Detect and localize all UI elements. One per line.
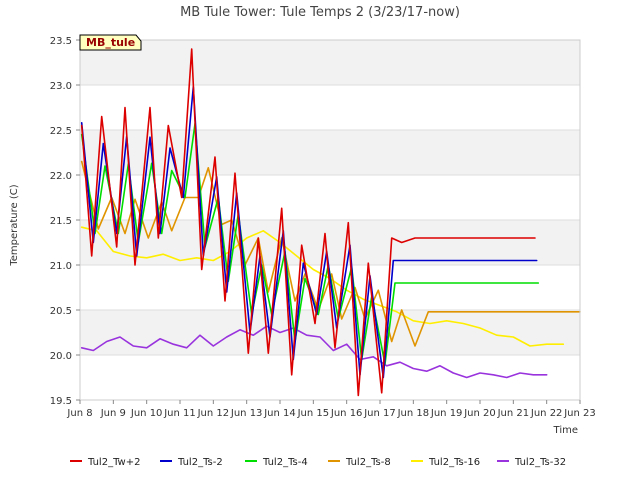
series-line-tul2-ts-8	[80, 160, 581, 347]
x-tick-label: Jun 18	[397, 408, 430, 419]
series-line-tul2-tw-2	[80, 48, 536, 397]
legend: Tul2_Tw+2 Tul2_Ts-2 Tul2_Ts-4 Tul2_Ts-8 Tul2…	[70, 457, 566, 468]
legend-label: Tul2_Ts-8	[345, 457, 391, 468]
site-label: MB_tule	[86, 36, 135, 49]
series-line-tul2-ts-16	[80, 226, 565, 347]
plot-band	[80, 130, 580, 175]
x-axis-ticks: Jun 8 Jun 9 Jun 10 Jun 11 Jun 12 Jun 13 Jun 14…	[66, 400, 596, 419]
plot-band	[80, 220, 580, 265]
x-tick-label: Jun 19	[430, 408, 463, 419]
x-tick-label: Jun 13	[230, 408, 263, 419]
x-tick-label: Jun 15	[297, 408, 330, 419]
plot-background	[80, 40, 580, 400]
plot-band	[80, 85, 580, 130]
x-tick-label: Jun 12	[197, 408, 230, 419]
y-tick-label: 19.5	[50, 396, 72, 407]
legend-label: Tul2_Ts-4	[262, 457, 308, 468]
y-tick-label: 23.0	[50, 81, 72, 92]
y-tick-label: 22.0	[50, 171, 72, 182]
site-label-badge: MB_tule	[79, 34, 142, 51]
y-axis-label: Temperature (C)	[9, 184, 20, 266]
legend-label: Tul2_Tw+2	[87, 457, 140, 468]
y-tick-label: 22.5	[50, 126, 72, 137]
x-tick-label: Jun 14	[263, 408, 296, 419]
legend-label: Tul2_Ts-32	[514, 457, 566, 468]
y-tick-label: 21.5	[50, 216, 72, 227]
y-tick-label: 23.5	[50, 36, 72, 47]
x-tick-label: Jun 22	[530, 408, 563, 419]
y-tick-label: 20.0	[50, 351, 72, 362]
series-line-tul2-ts-2	[80, 86, 538, 379]
x-tick-label: Jun 16	[330, 408, 363, 419]
x-tick-label: Jun 21	[497, 408, 530, 419]
y-axis-ticks: 19.5 20.0 20.5 21.0 21.5 22.0 22.5 23.0 23.5	[50, 36, 80, 407]
x-tick-label: Jun 17	[363, 408, 396, 419]
plot-band	[80, 40, 580, 85]
series-layer	[80, 48, 581, 397]
x-tick-label: Jun 23	[563, 408, 596, 419]
x-tick-label: Jun 9	[100, 408, 126, 419]
x-tick-label: Jun 20	[463, 408, 496, 419]
legend-label: Tul2_Ts-2	[177, 457, 223, 468]
series-line-tul2-ts-32	[80, 325, 548, 379]
chart-title: MB Tule Tower: Tule Temps 2 (3/23/17-now…	[180, 5, 460, 20]
x-axis-label: Time	[553, 425, 578, 436]
x-tick-label: Jun 8	[66, 408, 92, 419]
x-tick-label: Jun 11	[163, 408, 196, 419]
plot-band	[80, 355, 580, 400]
y-tick-label: 20.5	[50, 306, 72, 317]
x-tick-label: Jun 10	[130, 408, 163, 419]
y-tick-label: 21.0	[50, 261, 72, 272]
legend-label: Tul2_Ts-16	[428, 457, 480, 468]
